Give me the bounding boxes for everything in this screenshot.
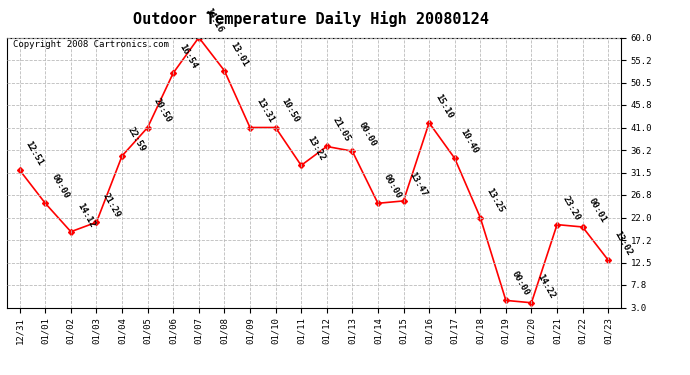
Text: 13:02: 13:02: [612, 230, 633, 257]
Text: 00:00: 00:00: [357, 121, 377, 148]
Text: 13:47: 13:47: [408, 170, 429, 198]
Text: 22:59: 22:59: [126, 125, 148, 153]
Text: 21:29: 21:29: [101, 192, 122, 219]
Text: 13:31: 13:31: [254, 97, 275, 125]
Text: 15:10: 15:10: [433, 92, 455, 120]
Text: 14:22: 14:22: [535, 272, 557, 300]
Text: 14:12: 14:12: [75, 201, 97, 229]
Text: 10:50: 10:50: [279, 97, 301, 125]
Text: 13:25: 13:25: [484, 187, 506, 215]
Text: 14:16: 14:16: [203, 7, 224, 35]
Text: 00:01: 00:01: [586, 196, 608, 224]
Text: 00:00: 00:00: [382, 173, 404, 201]
Text: Copyright 2008 Cartronics.com: Copyright 2008 Cartronics.com: [13, 40, 169, 49]
Text: 00:00: 00:00: [50, 173, 70, 201]
Text: 23:20: 23:20: [561, 194, 582, 222]
Text: 16:54: 16:54: [177, 42, 199, 70]
Text: 00:00: 00:00: [510, 270, 531, 298]
Text: 20:50: 20:50: [152, 97, 173, 125]
Text: 10:40: 10:40: [459, 128, 480, 156]
Text: Outdoor Temperature Daily High 20080124: Outdoor Temperature Daily High 20080124: [132, 11, 489, 27]
Text: 13:22: 13:22: [305, 135, 326, 163]
Text: 13:01: 13:01: [228, 40, 250, 68]
Text: 21:05: 21:05: [331, 116, 352, 144]
Text: 12:51: 12:51: [24, 140, 45, 167]
